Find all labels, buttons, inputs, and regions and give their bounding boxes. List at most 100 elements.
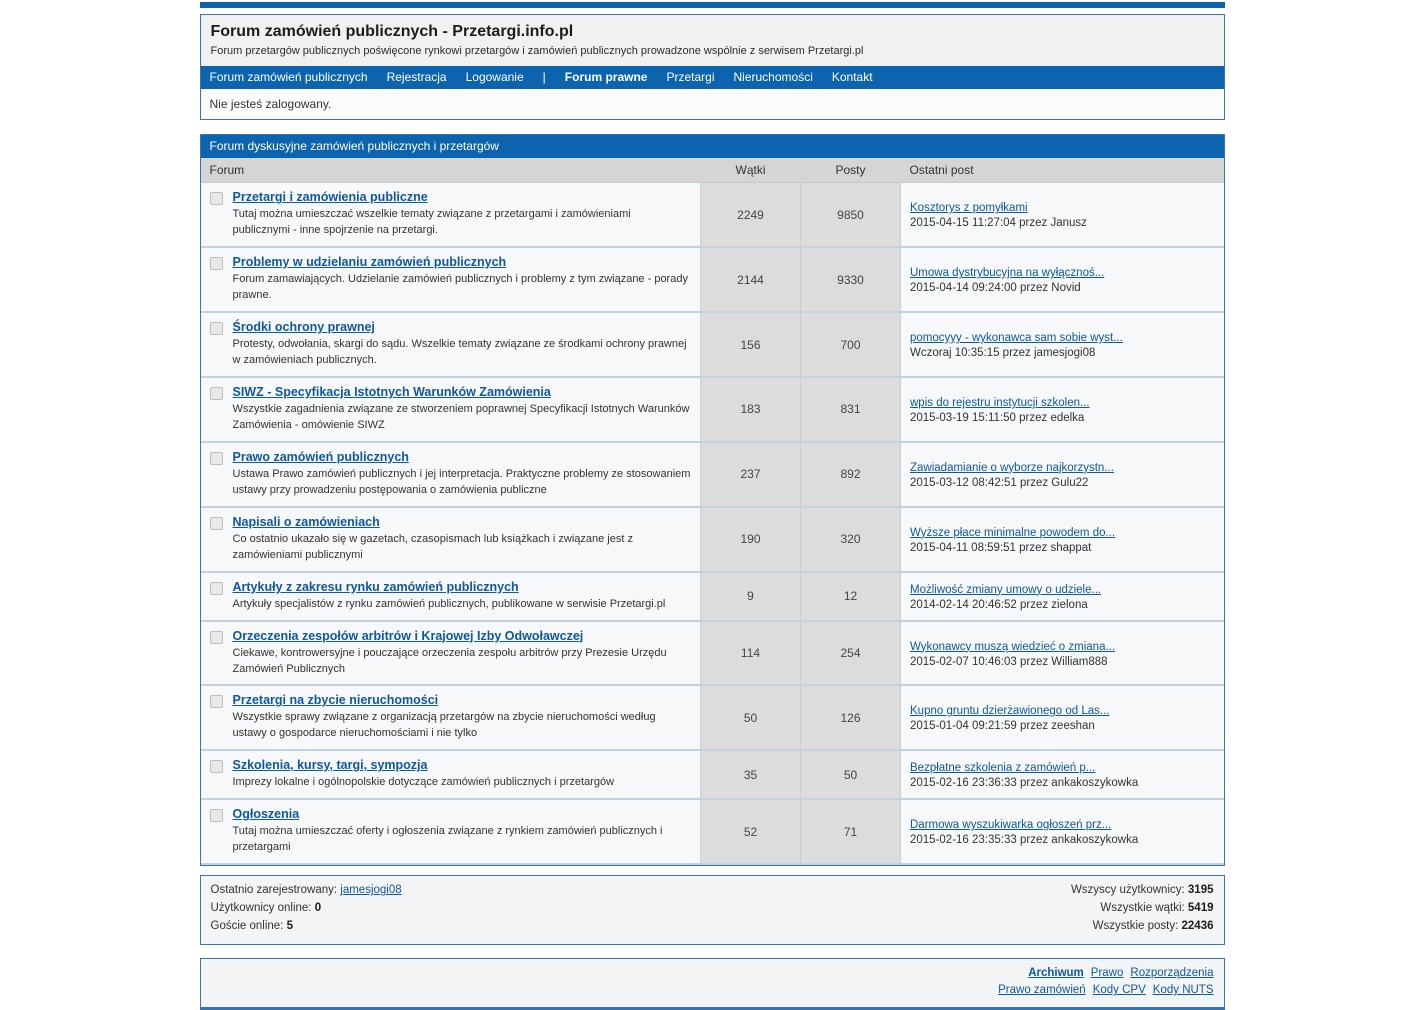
forum-link[interactable]: Środki ochrony prawnej [232, 320, 375, 335]
forum-link[interactable]: Ogłoszenia [232, 807, 300, 822]
forum-link[interactable]: Szkolenia, kursy, targi, sympozja [232, 758, 428, 773]
nav-separator: | [542, 70, 546, 85]
footer-link-row: Archiwum Prawo Rozporządzenia [211, 965, 1214, 983]
threads-count: 50 [700, 685, 801, 752]
forum-link[interactable]: Orzeczenia zespołów arbitrów i Krajowej … [232, 628, 584, 643]
nav-item[interactable]: Nieruchomości [733, 70, 813, 85]
footer-link[interactable]: Prawo [1090, 966, 1124, 979]
posts-count: 71 [800, 799, 901, 866]
threads-count: 237 [700, 441, 801, 508]
last-post-meta: 2015-03-12 08:42:51 przez Gulu22 [910, 476, 1089, 489]
last-post-link[interactable]: Wyższe płace minimalne powodem do... [910, 526, 1116, 539]
last-post-meta: 2015-04-11 08:59:51 przez shappat [910, 541, 1092, 554]
forum-link[interactable]: Przetargi i zamówienia publiczne [232, 190, 428, 205]
last-post-link[interactable]: Bezpłatne szkolenia z zamówień p... [910, 762, 1096, 775]
nav-item[interactable]: Forum prawne [564, 70, 648, 85]
footer-links: Archiwum Prawo Rozporządzenia Prawo zamówie… [199, 957, 1225, 1010]
footer-link[interactable]: Kody NUTS [1152, 984, 1214, 997]
forum-status-icon [209, 809, 223, 823]
forum-row: Szkolenia, kursy, targi, sympozja Imprez… [200, 750, 1224, 801]
last-post-link[interactable]: Kosztorys z pomyłkami [910, 202, 1028, 215]
nav-item[interactable]: Logowanie [465, 70, 524, 85]
forum-link[interactable]: SIWZ - Specyfikacja Istotnych Warunków Z… [232, 385, 551, 400]
last-post-link[interactable]: pomocyyy - wykonawca sam sobie wyst... [910, 332, 1123, 345]
spacer [200, 866, 1225, 875]
nav-item[interactable]: Rejestracja [386, 70, 447, 85]
forum-status-icon [209, 760, 223, 774]
last-post-meta: 2015-02-16 23:36:33 przez ankakoszykowka [910, 777, 1139, 790]
board-statistics: Ostatnio zarejestrowany: jamesjogi08 Uży… [199, 875, 1225, 945]
posts-count: 9330 [800, 247, 901, 314]
forum-link[interactable]: Problemy w udzielaniu zamówień publiczny… [232, 255, 507, 270]
nav-item[interactable]: Forum zamówień publicznych [209, 70, 368, 85]
footer-link[interactable]: Kody CPV [1092, 984, 1146, 997]
spacer [200, 945, 1225, 958]
footer-link-row: Prawo zamówień Kody CPV Kody NUTS [211, 982, 1214, 1000]
posts-count: 254 [800, 620, 901, 687]
spacer [200, 120, 1225, 134]
stat-all-users: Wszyscy użytkownicy: 3195 [1070, 884, 1214, 897]
last-post-meta: 2015-01-04 09:21:59 przez zeeshan [910, 720, 1095, 733]
forum-link[interactable]: Artykuły z zakresu rynku zamówień public… [232, 579, 519, 594]
page: Forum zamówień publicznych - Przetargi.i… [199, 2, 1225, 1010]
stat-last-registered: Ostatnio zarejestrowany: jamesjogi08 [210, 884, 402, 897]
posts-count: 892 [800, 441, 901, 508]
forum-row: SIWZ - Specyfikacja Istotnych Warunków Z… [200, 377, 1224, 443]
login-status: Nie jesteś zalogowany. [200, 89, 1224, 120]
forum-row: Przetargi i zamówienia publiczne Tutaj m… [200, 182, 1224, 249]
threads-count: 9 [700, 571, 801, 622]
forum-description: Forum zamawiających. Udzielanie zamówień… [232, 273, 688, 302]
last-registered-user-link[interactable]: jamesjogi08 [340, 884, 402, 897]
threads-count: 35 [700, 750, 801, 801]
last-post-meta: 2015-04-15 11:27:04 przez Janusz [910, 217, 1087, 230]
stat-all-threads: Wszystkie wątki: 5419 [1100, 901, 1214, 914]
forum-description: Imprezy lokalne i ogólnopolskie dotycząc… [232, 776, 615, 789]
forum-status-icon [209, 695, 223, 709]
threads-count: 2144 [700, 247, 801, 314]
forum-link[interactable]: Przetargi na zbycie nieruchomości [232, 693, 439, 708]
threads-count: 190 [700, 506, 801, 573]
table-header-row: Forum Wątki Posty Ostatni post [200, 158, 1224, 184]
last-post-link[interactable]: Zawiadamianie o wyborze najkorzystn... [910, 461, 1114, 474]
board-section-title: Forum dyskusyjne zamówień publicznych i … [200, 135, 1224, 159]
site-header: Forum zamówień publicznych - Przetargi.i… [200, 15, 1224, 67]
last-post-link[interactable]: Wykonawcy muszą wiedzieć o zmiana... [910, 640, 1116, 653]
nav: Forum zamówień publicznych Rejestracja Log… [200, 66, 1224, 90]
forum-description: Wszystkie zagadnienia związane ze stworz… [232, 403, 690, 431]
top-accent-bar [199, 2, 1225, 8]
forum-table: Forum Wątki Posty Ostatni post Przetargi… [200, 158, 1224, 866]
forum-status-icon [209, 322, 223, 336]
last-post-link[interactable]: Umowa dystrybucyjna na wyłącznoś... [910, 267, 1105, 280]
footer-link[interactable]: Archiwum [1028, 966, 1084, 979]
last-post-meta: Wczoraj 10:35:15 przez jamesjogi08 [910, 347, 1096, 360]
forum-status-icon [209, 516, 223, 530]
stat-users-online: Użytkownicy online: 0 [210, 901, 322, 914]
last-post-meta: 2015-03-19 15:11:50 przez edelka [910, 411, 1085, 424]
forum-row: Ogłoszenia Tutaj można umieszczać oferty… [200, 799, 1224, 866]
forum-description: Ciekawe, kontrowersyjne i pouczające orz… [232, 646, 667, 675]
footer-link[interactable]: Rozporządzenia [1130, 966, 1214, 979]
forum-description: Co ostatnio ukazało się w gazetach, czas… [232, 532, 633, 561]
forum-link[interactable]: Prawo zamówień publicznych [232, 449, 409, 464]
forum-status-icon [209, 581, 223, 595]
forum-description: Tutaj można umieszczać wszelkie tematy z… [232, 208, 631, 237]
nav-item[interactable]: Kontakt [831, 70, 873, 85]
forum-description: Wszystkie sprawy związane z organizacją … [232, 711, 656, 740]
forum-rows: Przetargi i zamówienia publiczne Tutaj m… [200, 182, 1224, 866]
nav-item[interactable]: Przetargi [666, 70, 715, 85]
page-title: Forum zamówień publicznych - Przetargi.i… [210, 23, 574, 40]
forum-link[interactable]: Napisali o zamówieniach [232, 514, 380, 529]
last-post-link[interactable]: wpis do rejestru instytucji szkolen... [910, 396, 1090, 409]
threads-count: 183 [700, 377, 801, 443]
stat-all-posts: Wszystkie posty: 22436 [1092, 919, 1214, 932]
last-post-link[interactable]: Kupno gruntu dzierżawionego od Las... [910, 705, 1110, 718]
last-post-meta: 2014-02-14 20:46:52 przez zielona [910, 598, 1088, 611]
footer-link[interactable]: Prawo zamówień [998, 984, 1086, 997]
forum-row: Napisali o zamówieniach Co ostatnio ukaz… [200, 506, 1224, 573]
last-post-link[interactable]: Możliwość zmiany umowy o udziele... [910, 583, 1102, 596]
posts-count: 9850 [800, 182, 901, 249]
column-header-threads: Wątki [700, 158, 801, 184]
forum-row: Przetargi na zbycie nieruchomości Wszyst… [200, 685, 1224, 752]
last-post-link[interactable]: Darmowa wyszukiwarka ogłoszeń prz... [910, 819, 1112, 832]
posts-count: 12 [800, 571, 901, 622]
